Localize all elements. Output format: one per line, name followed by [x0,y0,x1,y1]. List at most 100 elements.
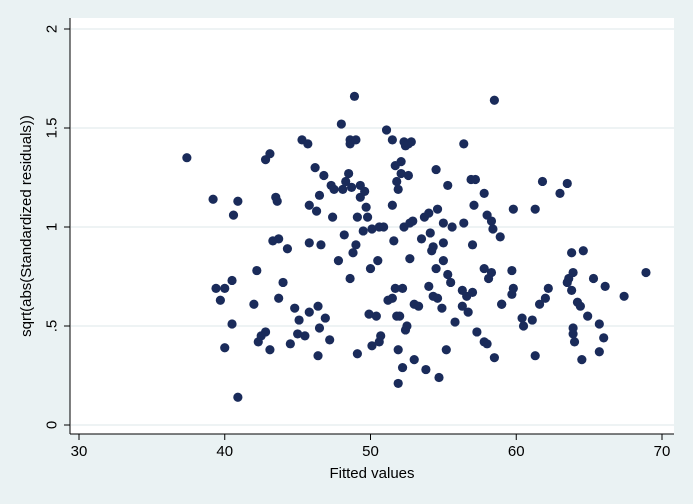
data-point-60 [349,91,360,101]
data-point-79 [376,331,386,341]
data-point-71 [364,309,374,319]
data-point-52 [339,230,349,240]
data-point-80 [379,222,389,232]
data-point-128 [438,218,448,228]
data-point-74 [367,224,377,234]
data-point-180 [567,285,577,295]
data-point-10 [233,392,243,402]
data-point-95 [396,168,406,179]
data-point-29 [294,315,304,325]
data-points [182,91,651,402]
data-point-197 [641,267,651,278]
data-point-8 [228,210,239,220]
axes [69,18,674,435]
data-point-67 [358,226,368,236]
data-point-116 [424,281,434,291]
data-point-193 [594,347,604,357]
data-point-175 [543,283,553,293]
data-point-187 [575,301,585,311]
data-point-64 [352,349,362,359]
data-point-182 [568,267,578,278]
data-point-176 [555,188,565,198]
data-point-107 [405,254,415,264]
data-point-196 [619,291,629,301]
data-point-155 [486,267,497,278]
data-point-59 [348,248,358,258]
data-point-131 [441,345,451,355]
data-point-115 [421,364,431,375]
data-point-12 [252,265,262,276]
x-axis-title: Fitted values [329,465,414,482]
data-point-168 [518,321,529,331]
data-point-92 [393,345,403,355]
data-point-85 [387,200,397,210]
data-point-27 [290,303,300,313]
data-point-194 [599,333,609,343]
data-point-11 [249,299,259,309]
data-point-4 [220,283,230,293]
data-point-132 [443,180,453,191]
data-point-113 [416,234,427,244]
data-point-166 [508,283,518,293]
data-point-146 [469,200,479,210]
data-point-188 [577,355,587,365]
data-point-68 [360,186,370,196]
data-point-32 [303,139,313,149]
x-tick-label-2: 50 [362,443,379,460]
data-point-22 [274,234,284,244]
data-point-17 [265,149,275,159]
data-point-192 [594,319,604,329]
data-point-172 [534,299,545,309]
data-point-48 [329,184,339,194]
data-point-97 [397,283,408,293]
data-point-165 [508,204,518,214]
data-point-123 [431,263,441,274]
x-tick-label-4: 70 [654,443,671,460]
data-point-90 [392,176,402,187]
data-point-121 [428,242,438,252]
data-point-91 [393,184,403,194]
data-point-23 [274,293,284,303]
data-point-112 [413,301,424,311]
data-point-15 [260,327,271,337]
data-point-157 [488,224,498,234]
data-point-127 [437,303,447,313]
data-point-28 [293,329,303,339]
data-point-163 [507,265,517,276]
data-point-184 [568,329,578,339]
data-point-83 [387,135,397,145]
data-point-6 [227,275,237,286]
data-point-130 [438,256,448,266]
data-point-152 [482,339,492,349]
data-point-88 [390,283,400,293]
data-point-189 [578,246,588,256]
data-point-94 [395,311,405,321]
data-point-118 [425,228,435,238]
data-point-51 [338,184,348,194]
data-point-26 [285,339,295,349]
x-tick-label-1: 40 [216,443,233,460]
data-point-69 [361,202,371,212]
data-point-36 [310,163,320,173]
data-point-103 [402,321,412,331]
data-point-147 [470,174,481,185]
data-point-181 [567,248,577,258]
data-point-169 [527,315,537,325]
data-point-63 [352,212,362,222]
data-point-39 [313,351,323,361]
data-point-49 [333,256,344,266]
data-point-98 [397,362,408,373]
x-tick-label-3: 60 [508,443,525,460]
data-point-58 [346,182,357,192]
data-point-117 [424,208,434,218]
data-point-111 [409,355,419,365]
data-point-124 [432,204,443,214]
data-point-41 [314,323,325,333]
data-point-109 [408,216,418,226]
data-point-145 [467,240,478,250]
data-point-34 [304,238,314,248]
data-point-162 [497,299,507,309]
data-point-149 [479,188,489,198]
data-point-135 [447,222,457,232]
